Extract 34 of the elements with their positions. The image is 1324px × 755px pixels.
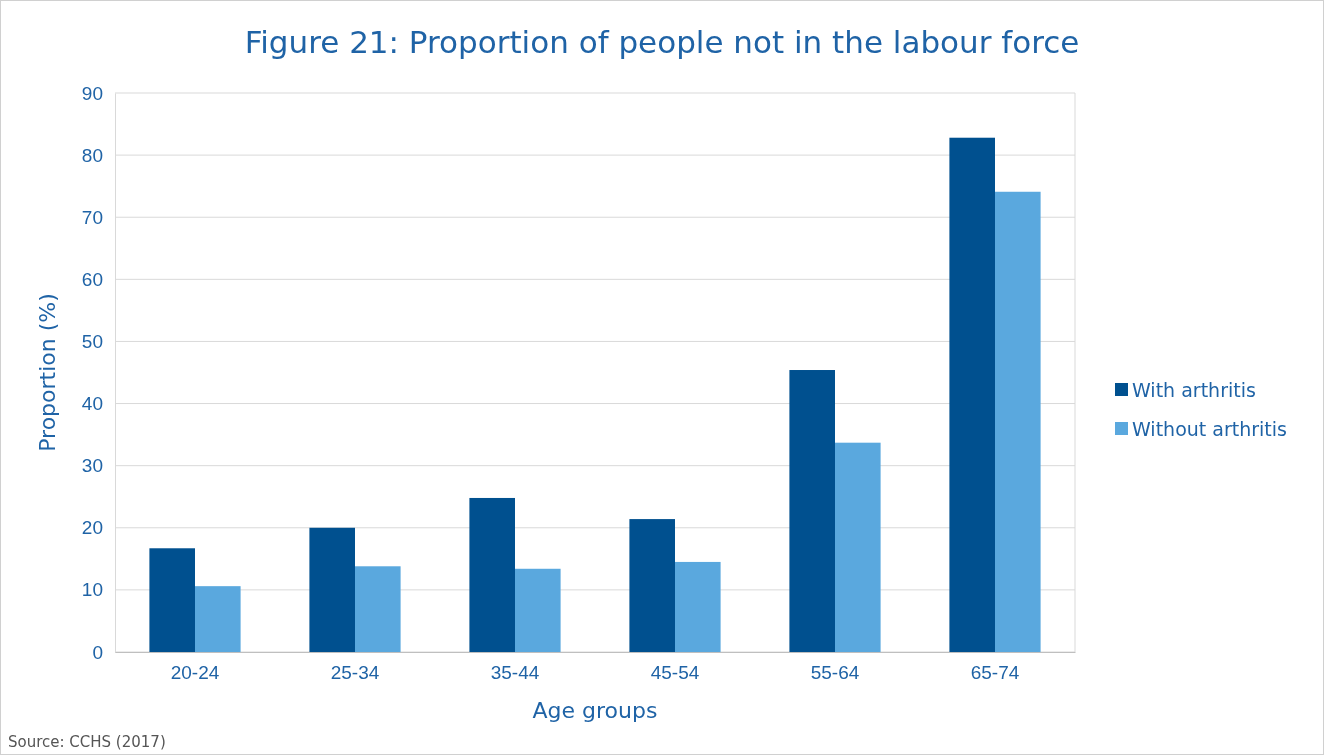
bar <box>309 527 355 652</box>
bar <box>195 586 241 652</box>
y-tick-label: 10 <box>81 579 103 601</box>
source-note: Source: CCHS (2017) <box>8 733 166 751</box>
y-tick-label: 30 <box>81 455 103 477</box>
y-tick-label: 90 <box>81 82 103 104</box>
y-axis-title: Proportion (%) <box>35 293 60 452</box>
y-tick-label: 0 <box>92 641 103 663</box>
y-tick-label: 80 <box>81 144 103 166</box>
y-tick-label: 50 <box>81 331 103 353</box>
chart-title: Figure 21: Proportion of people not in the labour force <box>244 24 1080 60</box>
y-tick-label: 40 <box>81 393 103 415</box>
bar <box>995 191 1041 652</box>
y-tick-label: 70 <box>81 206 103 228</box>
x-tick-label: 45-54 <box>650 662 700 684</box>
bar <box>149 548 195 652</box>
bar <box>355 566 401 652</box>
bar <box>789 370 835 652</box>
legend-label: Without arthritis <box>1132 418 1287 440</box>
bar <box>629 519 675 652</box>
x-tick-label: 55-64 <box>810 662 860 684</box>
x-tick-label: 20-24 <box>170 662 220 684</box>
bar <box>949 137 995 652</box>
x-tick-label: 65-74 <box>970 662 1020 684</box>
y-tick-label: 20 <box>81 517 103 539</box>
bar <box>469 497 515 652</box>
bar <box>835 442 881 652</box>
x-tick-label: 25-34 <box>330 662 380 684</box>
x-axis-title: Age groups <box>532 698 658 723</box>
y-tick-label: 60 <box>81 268 103 290</box>
x-tick-label: 35-44 <box>490 662 540 684</box>
bar <box>515 568 561 652</box>
legend-label: With arthritis <box>1132 379 1256 401</box>
bar <box>675 561 721 652</box>
